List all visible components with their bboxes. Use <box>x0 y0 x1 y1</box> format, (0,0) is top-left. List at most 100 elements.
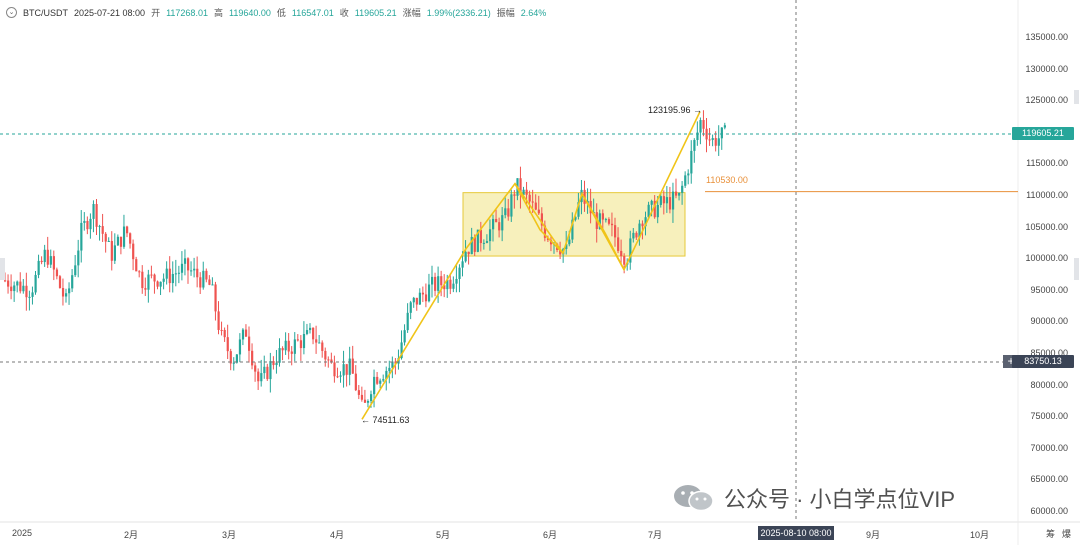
candle-down <box>363 399 367 403</box>
candle-down <box>168 268 171 284</box>
right-top-handle[interactable] <box>1074 90 1079 104</box>
candle-down <box>525 189 528 195</box>
crosshair-date-tag: 2025-08-10 08:00 <box>758 526 834 540</box>
candle-up <box>678 192 681 196</box>
time-axis-tick: 2月 <box>124 530 139 540</box>
candle-down <box>10 286 13 292</box>
candle-down <box>251 350 254 366</box>
candle-down <box>321 342 324 351</box>
candle-down <box>610 223 614 226</box>
candle-up <box>342 364 345 376</box>
candle-up <box>211 284 214 286</box>
candle-down <box>467 251 470 255</box>
price-axis-tick: 110000.00 <box>1026 190 1068 200</box>
candle-down <box>61 288 65 297</box>
candle-down <box>473 236 476 252</box>
candle-down <box>287 340 290 352</box>
candle-down <box>126 226 129 234</box>
candle-down <box>333 362 336 377</box>
candle-down <box>336 376 339 378</box>
candle-up <box>28 296 31 298</box>
low-value: 116547.01 <box>291 7 334 18</box>
candle-up <box>232 362 235 364</box>
candle-up <box>174 273 177 275</box>
candle-up <box>690 150 693 174</box>
candle-up <box>638 223 641 238</box>
candle-down <box>229 351 232 364</box>
candle-down <box>244 329 248 337</box>
candle-up <box>723 125 726 128</box>
candle-up <box>171 273 174 284</box>
candle-up <box>77 250 80 266</box>
candle-up <box>31 292 34 297</box>
candle-down <box>507 208 510 217</box>
bottom-tool-chips[interactable]: 筹 <box>1046 529 1056 539</box>
candle-up <box>202 270 205 288</box>
candle-up <box>302 333 306 349</box>
zigzag-pattern-line <box>361 111 701 420</box>
candle-down <box>281 348 284 351</box>
candle-up <box>711 138 714 141</box>
right-scroll-handle[interactable] <box>1074 258 1079 280</box>
time-axis-tick: 5月 <box>436 530 451 540</box>
candle-down <box>324 350 327 360</box>
candle-down <box>135 259 138 272</box>
candle-down <box>498 222 501 231</box>
candle-up <box>269 361 272 380</box>
candle-up <box>488 229 492 242</box>
candle-down <box>141 271 144 289</box>
candle-down <box>119 236 123 247</box>
candle-down <box>199 277 202 288</box>
watermark: 公众号 · 小白学点位VIP <box>672 482 955 514</box>
candle-up <box>464 251 467 262</box>
price-axis-tick: 75000.00 <box>1030 411 1068 422</box>
price-axis-tick: 65000.00 <box>1030 474 1068 485</box>
candle-down <box>55 269 59 277</box>
price-axis-tick: 85000.00 <box>1030 348 1068 358</box>
candle-up <box>681 185 684 193</box>
time-axis-tick: 6月 <box>543 530 558 540</box>
candle-up <box>34 274 37 293</box>
candle-up <box>373 376 376 395</box>
candle-down <box>217 311 220 330</box>
candle-up <box>382 379 385 381</box>
candle-up <box>13 285 16 292</box>
candle-down <box>248 336 251 351</box>
price-axis-tick: 80000.00 <box>1030 379 1068 390</box>
amplitude-label: 振幅 <box>496 8 515 18</box>
candle-up <box>598 213 601 229</box>
candle-down <box>360 394 364 400</box>
candle-up <box>190 270 193 272</box>
candle-up <box>684 175 687 186</box>
candle-down <box>617 237 620 251</box>
bottom-tool-bao[interactable]: 爆 <box>1062 529 1072 539</box>
candle-up <box>568 239 571 245</box>
candle-up <box>693 139 696 151</box>
amplitude-value: 2.64% <box>520 7 547 18</box>
left-scroll-handle[interactable] <box>0 258 5 280</box>
candle-up <box>455 278 458 284</box>
candle-down <box>440 276 443 286</box>
candle-up <box>412 297 415 303</box>
candle-down <box>187 258 190 271</box>
symbol-label[interactable]: BTC/USDT <box>23 7 68 18</box>
price-axis-tick: 115000.00 <box>1026 158 1068 169</box>
candle-down <box>296 339 299 341</box>
candle-up <box>180 263 184 273</box>
candle-up <box>431 276 434 285</box>
candle-up <box>650 200 653 205</box>
candle-down <box>708 139 711 141</box>
candle-down <box>266 366 269 380</box>
price-axis-tick: 130000.00 <box>1025 63 1068 74</box>
symbol-collapse-icon[interactable]: ⌄ <box>6 7 17 18</box>
candle-down <box>86 220 89 230</box>
candle-up <box>318 342 321 344</box>
watermark-text: 公众号 · 小白学点位VIP <box>724 487 956 512</box>
candle-down <box>299 340 303 349</box>
candle-up <box>116 236 120 246</box>
candle-down <box>351 358 354 374</box>
candle-up <box>458 267 461 279</box>
candle-down <box>196 268 199 278</box>
